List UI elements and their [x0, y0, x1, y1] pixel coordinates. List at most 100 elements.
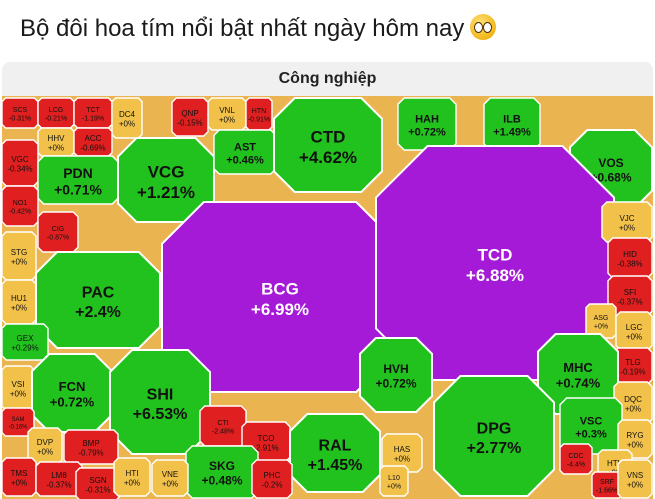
treemap-cell-ilb[interactable]: ILB +1.49% [483, 97, 541, 151]
treemap-cell-mhc[interactable]: MHC+0.74% [537, 333, 619, 415]
treemap-ticker-label: SKG [209, 459, 235, 473]
treemap-cell-pdn[interactable]: PDN+0.71% [37, 155, 119, 205]
treemap-cell-ast[interactable]: AST +0.46% [213, 129, 277, 175]
treemap-cell-vns[interactable]: VNS+0% [617, 459, 653, 499]
treemap-cell-vnl[interactable]: VNL+0% [207, 97, 247, 131]
treemap-cell-ral[interactable]: RAL +1.45% [289, 413, 381, 493]
treemap-cell-qnp[interactable]: QNP-0.15% [171, 97, 209, 137]
treemap-cell-gex[interactable]: GEX+0.29% [2, 323, 49, 361]
treemap-change-label: -0.31% [85, 485, 110, 494]
treemap-cell-cdc[interactable]: CDC-4.4% [559, 443, 593, 475]
treemap-ticker-label: VSC [580, 415, 603, 427]
treemap-change-label: +2.77% [467, 440, 522, 457]
treemap-change-label: +0% [162, 479, 178, 488]
treemap-ticker-label: LM8 [51, 471, 67, 480]
treemap-ticker-label: HTN [252, 108, 266, 115]
treemap-cell-sfi[interactable]: SFI-0.37% [607, 275, 653, 317]
treemap-cell-l10[interactable]: L10+0% [379, 465, 409, 497]
treemap-ticker-label: DVP [37, 438, 53, 447]
treemap-cell-shape [2, 97, 39, 129]
treemap-change-label: -1.19% [82, 115, 104, 122]
treemap-cell-tlg[interactable]: TLG-0.19% [613, 347, 653, 385]
treemap-cell-srf[interactable]: SRF-1.66% [591, 471, 623, 499]
treemap-ticker-label: SFI [624, 288, 636, 297]
treemap-cell-tcd[interactable]: TCD +6.88% [375, 145, 615, 381]
treemap-ticker-label: ASG [594, 315, 609, 322]
treemap-cell-pac[interactable]: PAC +2.4% [35, 251, 161, 349]
treemap-change-label: +6.88% [466, 266, 524, 285]
treemap-cell-shape [433, 375, 555, 497]
treemap-cell-cti[interactable]: CTI-2.48% [199, 405, 247, 447]
treemap-cell-shape [171, 97, 209, 137]
treemap-cell-stg[interactable]: STG+0% [2, 231, 37, 281]
treemap-change-label: +2.4% [75, 304, 121, 321]
treemap-change-label: -0.91% [248, 116, 270, 123]
treemap-cell-lm8[interactable]: LM8-0.37% [35, 461, 83, 497]
treemap-cell-dc4[interactable]: DC4+0% [111, 97, 143, 139]
treemap-ticker-label: BMP [82, 439, 99, 448]
treemap-cell-vcg[interactable]: VCG +1.21% [117, 137, 215, 223]
treemap-ticker-label: VNE [162, 470, 178, 479]
treemap-change-label: +0% [387, 483, 401, 490]
treemap-cell-tms[interactable]: TMS+0% [2, 457, 37, 497]
treemap-cell-bcg[interactable]: BCG +6.99% [161, 201, 399, 393]
treemap-cell-vsi[interactable]: VSI+0% [2, 365, 35, 411]
treemap-cell-tct[interactable]: TCT-1.19% [73, 97, 113, 129]
treemap-change-label: -0.2% [262, 480, 283, 489]
treemap-change-label: +0% [11, 303, 27, 312]
treemap-cell-acc[interactable]: ACC-0.69% [73, 127, 113, 157]
treemap-change-label: -0.37% [617, 297, 642, 306]
treemap-change-label: -0.42% [9, 208, 31, 215]
treemap-change-label: +0% [48, 143, 64, 152]
treemap-cell-hti[interactable]: HTI+0% [113, 457, 151, 497]
treemap-cell-ryg[interactable]: RYG+0% [617, 419, 653, 459]
treemap-cell-shape [273, 97, 383, 193]
treemap-ticker-label: BCG [261, 279, 299, 298]
treemap-ticker-label: VNL [219, 106, 235, 115]
treemap-change-label: +0.3% [575, 429, 607, 441]
treemap-cell-shape [2, 185, 39, 227]
treemap-cell-lcg[interactable]: LCG-0.21% [37, 97, 75, 129]
treemap-cell-hhv[interactable]: HHV+0% [37, 127, 75, 157]
treemap-cell-shape [35, 251, 161, 349]
treemap-ticker-label: LGC [626, 323, 643, 332]
treemap-cell-no1[interactable]: NO1-0.42% [2, 185, 39, 227]
treemap-cell-vjc[interactable]: VJC+0% [601, 201, 653, 243]
treemap-cell-hvh[interactable]: HVH+0.72% [359, 337, 433, 413]
pleading-face-emoji-icon [470, 14, 497, 40]
treemap-cell-vgc[interactable]: VGC-0.34% [2, 139, 39, 187]
treemap-cell-hu1[interactable]: HU1+0% [2, 279, 37, 325]
treemap-cell-vne[interactable]: VNE+0% [151, 459, 189, 497]
post-caption: Bộ đôi hoa tím nổi bật nhất ngày hôm nay [20, 14, 497, 43]
treemap-change-label: +0.29% [11, 343, 38, 352]
treemap-cell-fcn[interactable]: FCN+0.72% [31, 353, 113, 433]
treemap-cell-lgc[interactable]: LGC+0% [615, 311, 653, 351]
treemap-change-label: -0.31% [9, 115, 31, 122]
treemap-cell-has[interactable]: HAS+0% [381, 433, 423, 473]
treemap-cell-hah[interactable]: HAH +0.72% [397, 97, 457, 151]
treemap-ticker-label: HTI [126, 469, 139, 478]
treemap-cell-htn[interactable]: HTN-0.91% [245, 97, 273, 131]
treemap-cell-asg[interactable]: ASG+0% [585, 303, 617, 339]
treemap-ticker-label: HTV [607, 459, 624, 468]
treemap-ticker-label: ILB [503, 113, 521, 125]
treemap-change-label: +0% [627, 440, 643, 449]
treemap-cell-skg[interactable]: SKG+0.48% [185, 445, 259, 499]
treemap-ticker-label: HAS [394, 445, 410, 454]
treemap-cell-shape [617, 459, 653, 499]
treemap-change-label: +4.62% [299, 148, 357, 167]
treemap-change-label: -1.66% [596, 487, 618, 494]
treemap-cell-dpg[interactable]: DPG +2.77% [433, 375, 555, 497]
treemap-cell-shi[interactable]: SHI +6.53% [109, 349, 211, 455]
treemap-ticker-label: CDC [568, 453, 583, 460]
treemap-cell-cig[interactable]: CIG-0.87% [37, 211, 79, 253]
treemap-cell-shape [113, 457, 151, 497]
treemap-cell-shape [559, 443, 593, 475]
treemap-change-label: -0.37% [46, 480, 71, 489]
treemap-cell-scs[interactable]: SCS-0.31% [2, 97, 39, 129]
treemap-cell-phc[interactable]: PHC-0.2% [251, 459, 293, 499]
treemap-cell-hid[interactable]: HID-0.38% [607, 237, 653, 279]
treemap-cell-bmp[interactable]: BMP-0.79% [63, 429, 119, 465]
treemap-change-label: +0% [626, 332, 642, 341]
treemap-cell-ctd[interactable]: CTD +4.62% [273, 97, 383, 193]
